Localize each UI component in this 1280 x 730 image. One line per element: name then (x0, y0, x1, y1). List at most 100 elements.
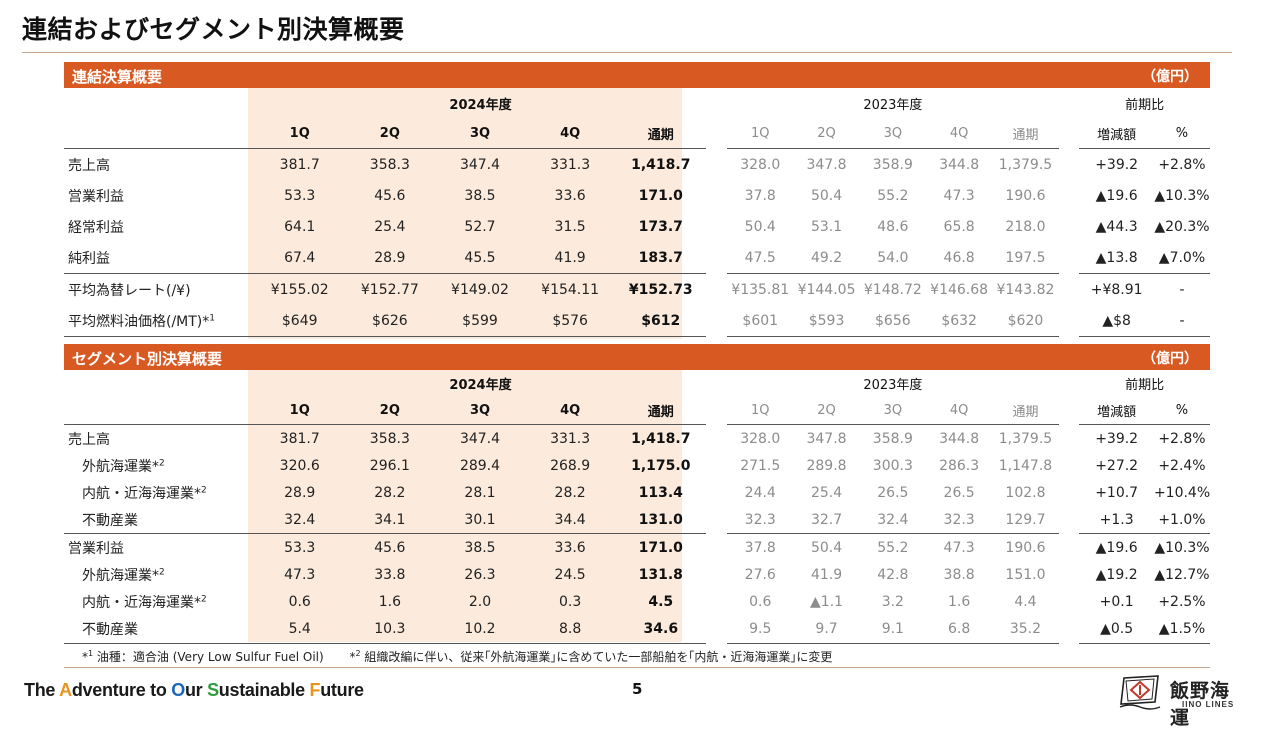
value-cell: 41.9 (554, 249, 586, 266)
row-label-text: 内航・近海海運業* (82, 485, 201, 502)
column-gap (1059, 452, 1080, 479)
value-cell: $632 (925, 305, 993, 337)
column-gap (1059, 211, 1080, 242)
value-cell: 268.9 (550, 457, 591, 474)
column-gap (706, 242, 727, 274)
value-cell: ▲12.7% (1154, 567, 1210, 584)
value-cell: 331.3 (550, 156, 591, 173)
row-label-text: 売上高 (68, 157, 110, 174)
value-cell: 289.4 (459, 457, 501, 474)
value-cell: 289.8 (806, 457, 847, 474)
value-cell: 347.4 (459, 156, 501, 173)
header-row-years: 2024年度 2023年度 前期比 (64, 370, 1210, 397)
fy2023-q4-header: 4Q (925, 118, 993, 149)
value-cell: 41.9 (810, 567, 843, 584)
value-cell: ▲13.8 (1095, 249, 1138, 266)
value-cell: 10.3 (344, 615, 435, 644)
fy2023-full-header: 通期 (992, 397, 1059, 425)
value-cell: $656 (859, 305, 926, 337)
value-cell: 47.5 (744, 249, 776, 266)
value-cell: +10.7 (1095, 484, 1139, 501)
column-gap (706, 211, 727, 242)
value-cell: 50.4 (793, 533, 860, 562)
value-cell: 55.2 (859, 533, 926, 562)
value-cell: 26.5 (943, 484, 975, 501)
value-cell: 1,147.8 (998, 457, 1053, 474)
table-row: 営業利益 53.3 45.6 38.5 33.6 171.0 37.8 50.4 55.2 47.… (64, 533, 1210, 562)
value-cell: 24.5 (554, 567, 586, 584)
fy2023-q3-header: 3Q (859, 397, 926, 425)
column-gap (706, 534, 727, 562)
column-gap (1059, 274, 1080, 306)
value-cell: 32.4 (284, 511, 316, 528)
row-label-text: 営業利益 (68, 188, 124, 205)
fy2023-q1-header: 1Q (727, 397, 794, 425)
footnotes: *1 油種：適合油 (Very Low Sulfur Fuel Oil) *2 … (82, 648, 854, 665)
value-cell: 1,418.7 (631, 430, 691, 447)
column-gap (1059, 479, 1080, 506)
value-cell: ▲20.3% (1154, 218, 1210, 235)
fy2024-header: 2024年度 (449, 378, 512, 393)
value-cell: +10.4% (1153, 484, 1210, 501)
column-gap (1059, 397, 1080, 425)
value-cell: 24.4 (744, 484, 776, 501)
table-row: 営業利益 53.3 45.6 38.5 33.6 171.0 37.8 50.4 55.2 47.… (64, 180, 1210, 211)
column-gap (706, 616, 727, 644)
value-cell: 50.4 (744, 218, 776, 235)
value-cell: 171.0 (638, 187, 683, 204)
fy2024-q1-header: 1Q (254, 118, 345, 149)
page-title: 連結およびセグメント別決算概要 (22, 15, 405, 44)
row-label: 売上高 (64, 149, 255, 181)
column-gap (706, 305, 727, 337)
value-cell: 28.1 (464, 484, 496, 501)
column-gap (706, 589, 727, 616)
row-label: 外航海運業*2 (64, 452, 255, 479)
fy2023-full-header: 通期 (992, 118, 1059, 149)
segment-summary-table: 2024年度 2023年度 前期比 1Q 2Q 3Q 4Q 通期 1Q 2Q 3Q 4Q 通期 増減額% 売… (64, 370, 1210, 644)
value-cell: 34.4 (554, 511, 586, 528)
value-cell: 4.5 (648, 594, 674, 611)
slogan-part: uture (320, 680, 364, 700)
value-cell: 328.0 (740, 430, 781, 447)
value-cell: $593 (793, 305, 860, 337)
value-cell: 190.6 (1005, 187, 1046, 204)
value-cell: 131.0 (638, 511, 683, 528)
value-cell: ¥148.72 (859, 273, 926, 305)
value-cell: 331.3 (550, 430, 591, 447)
value-cell: 347.8 (806, 156, 847, 173)
value-cell: 32.4 (877, 511, 909, 528)
value-cell: +27.2 (1095, 457, 1139, 474)
value-cell: $599 (434, 305, 526, 337)
column-gap (706, 479, 727, 506)
value-cell: 344.8 (939, 430, 980, 447)
diff-header: 増減額 (1079, 397, 1154, 425)
table-row: 売上高 381.7 358.3 347.4 331.3 1,418.7 328.0 347.8… (64, 149, 1210, 181)
value-cell: ▲1.5% (1153, 615, 1210, 644)
value-cell: +1.3 (1099, 511, 1134, 528)
value-cell: 30.1 (464, 511, 496, 528)
footnote-ref: 2 (159, 567, 165, 578)
value-cell: ▲19.6 (1079, 533, 1154, 562)
value-cell: +¥8.91 (1079, 273, 1154, 305)
value-cell: ¥146.68 (925, 273, 993, 305)
table-row: 外航海運業*2 47.3 33.8 26.3 24.5 131.8 27.6 41.9 42.8… (64, 561, 1210, 588)
value-cell: 34.6 (615, 615, 707, 644)
value-cell: 53.3 (254, 533, 345, 562)
title-divider (22, 52, 1232, 53)
column-gap (706, 506, 727, 534)
value-cell: 67.4 (284, 249, 316, 266)
value-cell: 38.8 (943, 567, 975, 584)
value-cell: 171.0 (615, 533, 707, 562)
value-cell: ▲0.5 (1079, 615, 1154, 644)
value-cell: 271.5 (740, 457, 781, 474)
value-cell: 25.4 (810, 484, 843, 501)
value-cell: 32.3 (744, 511, 776, 528)
footnote-ref: 2 (159, 457, 165, 468)
value-cell: 10.2 (434, 615, 526, 644)
value-cell: $620 (992, 305, 1059, 337)
header-blank (64, 397, 255, 425)
fy2023-q2-header: 2Q (793, 118, 860, 149)
fy2023-q3-header: 3Q (859, 118, 926, 149)
value-cell: ¥154.11 (525, 273, 616, 305)
value-cell: 381.7 (279, 156, 320, 173)
